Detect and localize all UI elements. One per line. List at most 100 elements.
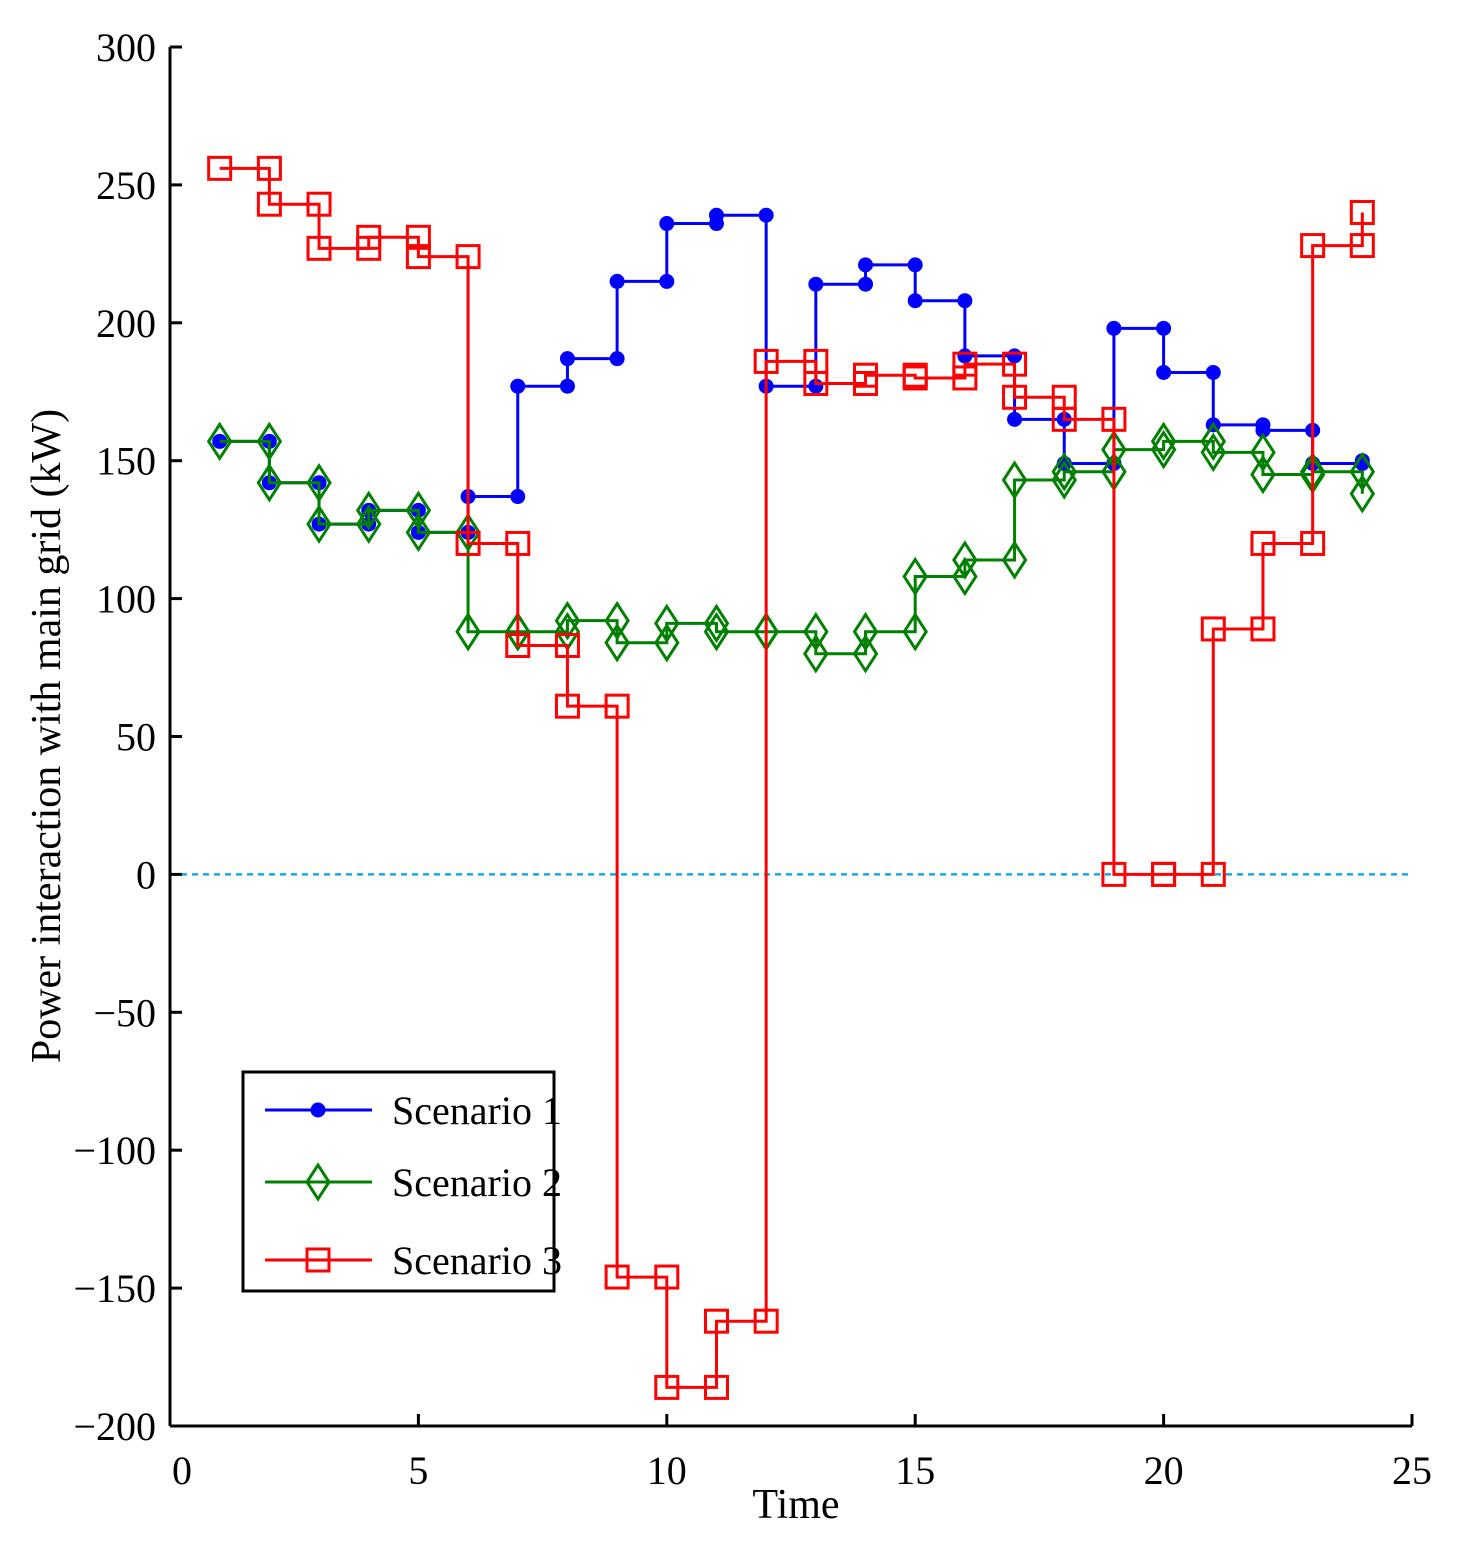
series-3-point [654,1264,680,1290]
series-3-point [554,693,580,719]
series-1-point [758,207,774,223]
series-3-point [654,1374,680,1400]
series-2-point [455,611,481,652]
series-3-point [1101,406,1127,432]
series-1 [212,207,1370,540]
series-3-point [405,224,431,250]
series-2-point [604,600,630,641]
series-1-point [808,276,824,292]
series-2-point [654,603,680,644]
series-1-point [858,257,874,273]
series-3-point [1051,406,1077,432]
series-3-point [952,365,978,391]
y-tick-label: 250 [96,163,156,208]
y-tick-label: 100 [96,577,156,622]
series-2-point [504,611,531,652]
series-3-point [455,244,481,270]
series-3-point [1349,233,1375,259]
series-3-point [505,530,531,556]
series-3-point [902,365,928,391]
y-ticks: −200 −150 −100 −50 0 50 100 150 200 250 300 [73,25,182,1449]
series-1-point [907,293,923,309]
series-1-point [510,378,526,394]
series-1-point [510,489,526,505]
legend-label: Scenario 2 [392,1160,562,1205]
y-tick-label: −100 [73,1128,156,1173]
series-3-point [356,224,382,250]
legend-label: Scenario 1 [392,1088,562,1133]
series-3-point [703,1374,729,1400]
y-tick-label: 0 [136,852,156,897]
series-3-point [703,1308,729,1334]
series-2-point [1200,421,1227,462]
series-3-point [853,362,879,388]
series-1-point [659,273,675,289]
y-tick-label: −150 [73,1266,156,1311]
series-2-point [1051,451,1078,492]
series-3-point [1300,530,1326,556]
series-3-point [1300,233,1326,259]
series-2-point [1001,460,1028,500]
series-3-point [753,348,779,374]
series-2-point [1349,474,1376,514]
series-2-point [306,463,332,503]
series-3-point [1250,616,1276,642]
series-2-point [1150,421,1177,462]
series-1-point [559,378,575,394]
legend: Scenario 1 Scenario 2 Scenario 3 [241,1070,562,1293]
legend-marker [305,1162,331,1202]
y-axis-title: Power interaction with main grid (kW) [24,409,70,1063]
series-2-point [852,611,879,652]
series-1-point [957,293,973,309]
y-tick-label: 150 [96,439,156,484]
legend-marker [310,1102,326,1118]
series-2-point [1250,432,1276,473]
x-tick-label: 15 [895,1448,935,1493]
series-2-point [1349,451,1376,492]
series-3-point [1002,384,1028,410]
series-1-point [1205,364,1221,380]
series-2-point [1250,454,1276,495]
series-1-point [957,348,973,364]
x-tick-label: 0 [172,1448,192,1493]
series-2-point [902,611,928,652]
series-3-point [256,191,282,217]
series-1-point [708,207,724,223]
x-tick-label: 10 [647,1448,687,1493]
series-2-point [1200,432,1227,473]
series-2-point [952,540,978,580]
series-3-point [256,155,282,181]
series-1-point [559,351,575,367]
series-2-point [902,556,928,597]
series-3-point [1002,351,1028,377]
legend-entry-1: Scenario 1 [265,1088,562,1133]
x-ticks: 0 5 10 15 20 25 [168,1414,1432,1493]
series-3-point [207,155,233,181]
y-tick-label: 200 [96,301,156,346]
series-1-point [1156,364,1172,380]
series-2-point [703,603,730,644]
x-tick-label: 25 [1392,1448,1432,1493]
series-3-point [554,632,580,658]
series-1-point [659,216,675,232]
series-3-point [1349,199,1375,225]
series-3-point [405,244,431,270]
series-2-point [306,504,332,544]
y-tick-label: −50 [93,990,156,1035]
series-3-point [306,191,332,217]
series-2-point [1051,460,1078,500]
legend-label: Scenario 3 [392,1238,562,1283]
series-3-point [505,632,531,658]
series-2-point [803,633,829,674]
series-1-point [907,257,923,273]
series-3-point [952,351,978,377]
series-3-point [1200,861,1226,887]
series-3-point [1200,616,1226,642]
y-tick-label: 50 [116,715,156,760]
series-3-point [604,693,630,719]
series-3-point [455,530,481,556]
legend-entries: Scenario 1 Scenario 2 Scenario 3 [265,1088,562,1283]
series-1-point [1106,320,1122,336]
legend-entry-2: Scenario 2 [265,1160,562,1205]
